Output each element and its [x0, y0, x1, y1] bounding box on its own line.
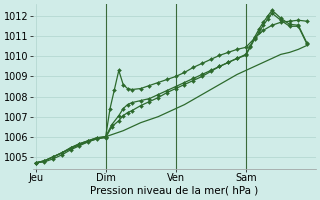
X-axis label: Pression niveau de la mer( hPa ): Pression niveau de la mer( hPa )	[90, 186, 259, 196]
